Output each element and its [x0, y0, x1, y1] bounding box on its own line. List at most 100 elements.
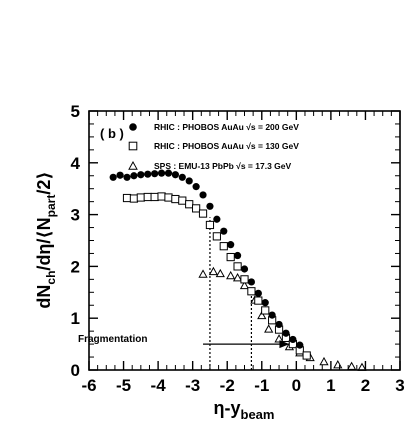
y-axis-title-part-a: dN: [34, 285, 54, 309]
x-tick-label: -2: [220, 376, 235, 395]
data-point: [215, 268, 225, 278]
y-tick-label: 1: [71, 309, 80, 328]
y-tick-label: 0: [71, 361, 80, 380]
data-point: [150, 192, 159, 202]
data-point: [357, 362, 367, 371]
data-point: [254, 289, 262, 297]
data-point: [205, 220, 215, 230]
legend-entry: RHIC : PHOBOS AuAu √s = 130 GeV: [154, 141, 299, 151]
x-tick-label: -6: [81, 376, 96, 395]
legend: RHIC : PHOBOS AuAu √s = 200 GeV RHIC : PH…: [128, 122, 299, 171]
data-point: [157, 192, 166, 201]
x-axis-title-sub: beam: [241, 407, 275, 422]
y-axis-title: dNch/dη/⟨Npart/2⟩: [34, 171, 58, 308]
data-point: [137, 171, 145, 179]
data-point: [247, 278, 256, 286]
x-tick-label: 3: [395, 376, 404, 395]
legend-entry: RHIC : PHOBOS AuAu √s = 200 GeV: [154, 122, 299, 132]
data-point: [233, 262, 242, 271]
data-point: [254, 296, 263, 305]
data-point: [213, 215, 221, 223]
data-point: [226, 270, 236, 280]
data-point: [171, 171, 179, 179]
legend-marker: [129, 123, 137, 131]
data-point: [157, 169, 166, 177]
data-point: [212, 232, 221, 241]
data-point: [178, 196, 187, 205]
data-point: [151, 170, 159, 178]
data-point: [257, 310, 267, 320]
data-point: [319, 356, 329, 366]
data-point: [116, 171, 124, 179]
series-open-triangle: [198, 266, 367, 371]
data-point: [129, 194, 139, 203]
y-tick-label: 4: [71, 154, 81, 173]
data-point: [268, 311, 276, 319]
y-tick-label: 5: [71, 102, 80, 121]
data-point: [239, 280, 250, 290]
data-point: [185, 177, 193, 185]
data-point: [143, 192, 152, 202]
annotation-label: Fragmentation: [78, 334, 147, 345]
data-point: [171, 194, 180, 204]
x-tick-label: 2: [361, 376, 370, 395]
y-tick-label: 3: [71, 206, 80, 225]
data-point: [199, 191, 207, 199]
data-point: [192, 204, 201, 213]
data-point: [232, 272, 243, 282]
data-point: [164, 169, 173, 177]
data-point: [109, 173, 117, 181]
data-point: [123, 173, 131, 181]
data-point: [122, 193, 132, 203]
data-point: [333, 360, 343, 369]
y-axis-title-part-c: /2⟩: [34, 171, 54, 194]
x-tick-label: -1: [254, 376, 269, 395]
y-tick-label: 2: [71, 257, 80, 276]
data-point: [130, 172, 138, 180]
x-tick-label: -3: [185, 376, 200, 395]
data-point: [192, 183, 200, 191]
x-tick-label: 1: [326, 376, 335, 395]
x-tick-label: -4: [151, 376, 167, 395]
data-point: [261, 306, 270, 315]
fragmentation-annotation: Fragmentation: [78, 334, 290, 349]
x-tick-label: 0: [292, 376, 301, 395]
x-axis-title-main: η-y: [214, 398, 241, 418]
data-point: [198, 209, 208, 218]
data-point: [289, 335, 297, 344]
data-point: [226, 252, 235, 262]
y-axis-title-sub-b: part: [44, 195, 58, 218]
data-point: [227, 241, 235, 249]
y-axis-ticks: [89, 110, 400, 371]
data-point: [274, 334, 284, 343]
data-point: [264, 324, 274, 333]
x-axis-title: η-ybeam: [214, 398, 275, 422]
data-point: [164, 193, 173, 202]
data-point: [296, 341, 304, 349]
data-point: [136, 193, 145, 202]
y-axis-title-sub-a: ch: [44, 271, 58, 285]
annotation-arrow-head: [279, 340, 290, 349]
data-point: [282, 329, 290, 337]
legend-entry: SPS : EMU-13 PbPb √s = 17.3 GeV: [154, 161, 292, 171]
panel-label: ( b ): [100, 126, 124, 141]
data-point: [247, 287, 256, 296]
legend-marker: [128, 141, 138, 151]
data-point: [208, 266, 219, 276]
data-point: [185, 200, 194, 209]
data-point: [240, 265, 249, 273]
y-axis-title-part-b: /dη/⟨N: [34, 217, 54, 270]
data-point: [240, 275, 249, 284]
data-point: [261, 299, 269, 307]
series-open-square: [122, 192, 311, 360]
data-point: [346, 361, 357, 370]
data-point: [275, 320, 283, 329]
x-axis-ticks: [88, 111, 401, 370]
data-point: [220, 227, 228, 235]
data-point: [219, 242, 228, 251]
data-point: [233, 251, 242, 260]
legend-marker: [128, 160, 138, 170]
data-series: [109, 169, 367, 371]
x-tick-label: -5: [116, 376, 131, 395]
